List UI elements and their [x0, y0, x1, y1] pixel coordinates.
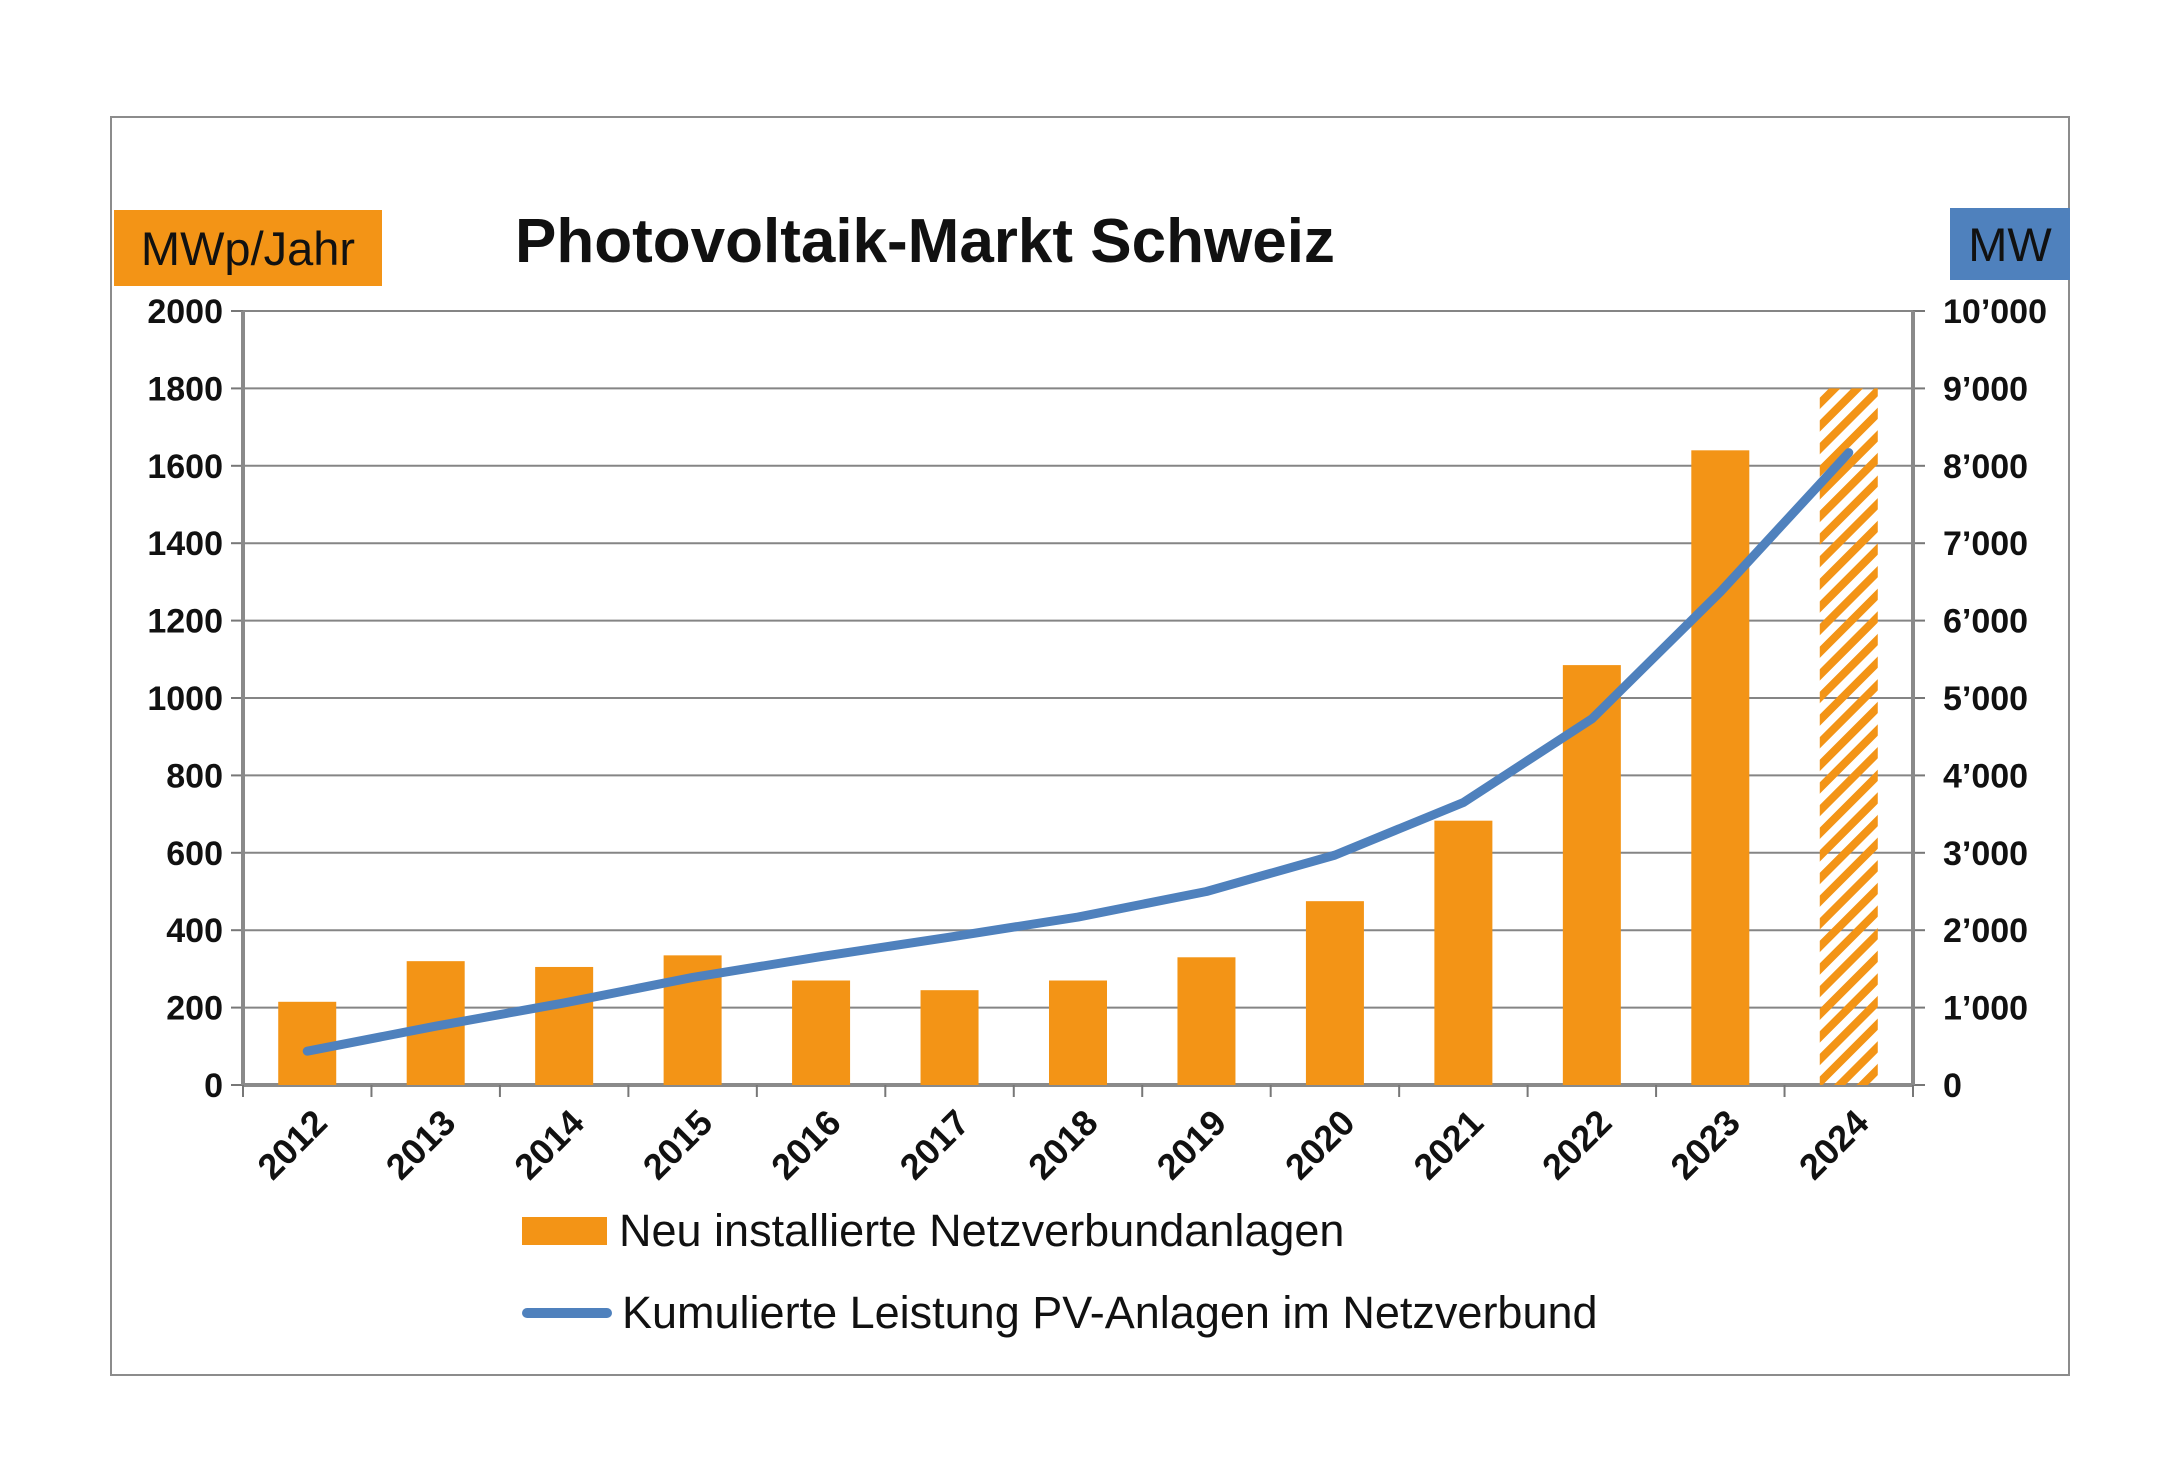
- left-axis-tick-label: 1600: [147, 448, 223, 486]
- bar-2021: [1434, 820, 1493, 1085]
- bar-2016: [792, 980, 851, 1085]
- chart-title: Photovoltaik-Markt Schweiz: [515, 207, 1335, 276]
- x-axis-tick-label: 2012: [249, 1102, 335, 1188]
- left-axis-tick-label: 2000: [147, 293, 223, 331]
- right-axis-tick-label: 2’000: [1943, 912, 2028, 950]
- x-axis-tick-label: 2016: [763, 1102, 849, 1188]
- left-axis-tick-label: 600: [166, 835, 223, 873]
- right-axis-unit-label: MW: [1950, 208, 2070, 280]
- bar-2014: [535, 966, 594, 1085]
- right-axis-tick-label: 4’000: [1943, 757, 2028, 795]
- legend-label-bars: Neu installierte Netzverbundanlagen: [619, 1205, 1345, 1256]
- bar-2017: [920, 990, 979, 1085]
- x-axis-tick-label: 2023: [1662, 1102, 1748, 1188]
- right-axis-tick-label: 1’000: [1943, 990, 2028, 1028]
- cumulative-line: [302, 448, 1854, 1056]
- bar-2020: [1305, 901, 1364, 1085]
- bar-2023: [1691, 450, 1750, 1085]
- left-axis-tick-label: 1400: [147, 525, 223, 563]
- x-axis-tick-label: 2021: [1405, 1102, 1491, 1188]
- bar-2024: [1819, 388, 1878, 1085]
- bar-2019: [1177, 957, 1236, 1085]
- left-axis-tick-label: 0: [204, 1067, 223, 1105]
- right-axis-tick-label: 3’000: [1943, 835, 2028, 873]
- legend-label-line: Kumulierte Leistung PV-Anlagen im Netzve…: [622, 1287, 1598, 1338]
- right-axis-tick-label: 5’000: [1943, 680, 2028, 718]
- x-axis-tick-label: 2017: [892, 1102, 978, 1188]
- right-axis-tick-label: 6’000: [1943, 603, 2028, 641]
- x-axis-tick-label: 2014: [506, 1102, 592, 1188]
- x-axis-tick-label: 2024: [1791, 1102, 1877, 1188]
- x-axis-tick-label: 2013: [378, 1102, 464, 1188]
- left-axis-tick-label: 800: [166, 757, 223, 795]
- x-axis-tick-label: 2020: [1277, 1102, 1363, 1188]
- right-axis-tick-label: 0: [1943, 1067, 1962, 1105]
- left-axis-tick-label: 1200: [147, 603, 223, 641]
- left-axis-unit-label: MWp/Jahr: [114, 210, 382, 286]
- legend-item-line: Kumulierte Leistung PV-Anlagen im Netzve…: [522, 1287, 1598, 1339]
- legend-item-bars: Neu installierte Netzverbundanlagen: [522, 1205, 1344, 1257]
- right-axis-tick-label: 10’000: [1943, 293, 2047, 331]
- right-axis-tick-label: 7’000: [1943, 525, 2028, 563]
- x-axis-tick-label: 2015: [635, 1102, 721, 1188]
- right-axis-tick-label: 9’000: [1943, 370, 2028, 408]
- x-axis-tick-label: 2019: [1148, 1102, 1234, 1188]
- chart-frame: [110, 116, 2070, 1376]
- left-axis-tick-label: 1000: [147, 680, 223, 718]
- legend-swatch-bar: [522, 1217, 607, 1245]
- left-axis-tick-label: 400: [166, 912, 223, 950]
- left-axis-tick-label: 1800: [147, 370, 223, 408]
- x-axis-tick-label: 2022: [1534, 1102, 1620, 1188]
- bar-2018: [1049, 980, 1107, 1085]
- left-axis-tick-label: 200: [166, 990, 223, 1028]
- x-axis-tick-label: 2018: [1020, 1102, 1106, 1188]
- right-axis-tick-label: 8’000: [1943, 448, 2028, 486]
- legend-swatch-line: [522, 1308, 612, 1318]
